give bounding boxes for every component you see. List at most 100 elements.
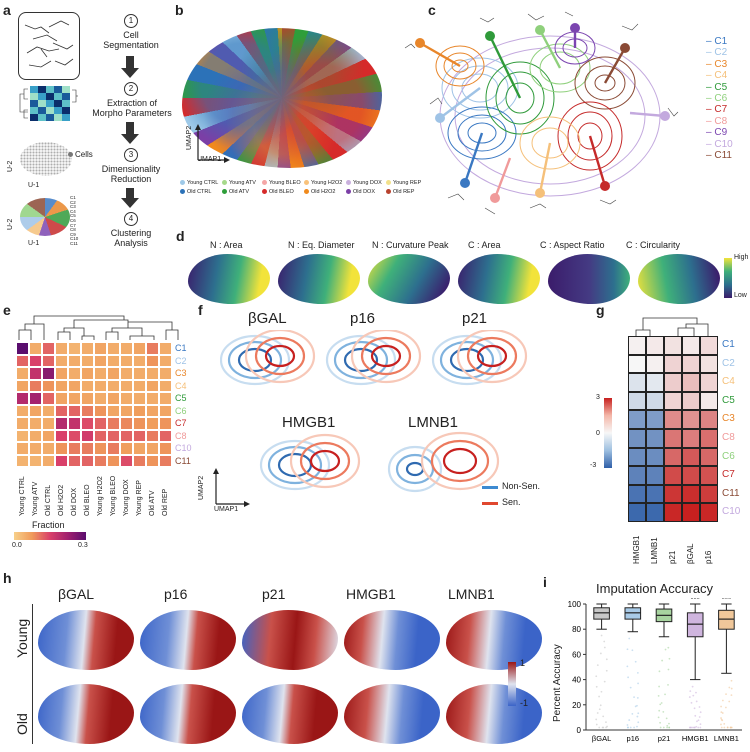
feature-umap-n-area xyxy=(188,254,270,304)
i-outlier-point xyxy=(637,712,640,715)
heatmap-e-cell xyxy=(94,404,107,417)
heatmap-e-cell xyxy=(42,442,55,455)
fraction-min-label: 0.0 xyxy=(12,542,22,549)
i-outlier-point xyxy=(598,708,601,711)
i-outlier-point xyxy=(720,718,723,721)
feature-label-n-eq-diameter: N : Eq. Diameter xyxy=(288,240,355,250)
heatmap-g-cell xyxy=(664,354,682,374)
heatmap-g-cell xyxy=(664,373,682,392)
i-outlier-point xyxy=(720,723,722,726)
g-row-c5: C5 xyxy=(722,394,735,406)
feature-label-c-area: C : Area xyxy=(468,240,501,250)
i-outlier-point xyxy=(596,712,599,714)
cells-label: Cells xyxy=(75,150,93,159)
g-row-c3: C3 xyxy=(722,413,735,425)
h-young-hmgb1 xyxy=(344,610,440,670)
legend-old-atv: Old ATV xyxy=(229,189,250,195)
legend-young-rep: Young REP xyxy=(393,180,422,186)
heatmap-e-cell xyxy=(94,454,107,467)
feature-umap-n-curvature-peak xyxy=(368,254,450,304)
heatmap-e-cell xyxy=(159,354,172,367)
heatmap-e-cell xyxy=(120,392,133,405)
heatmap-e-cell xyxy=(94,354,107,367)
e-row-c6: C6 xyxy=(175,405,187,416)
g-column-label: p16 xyxy=(704,550,713,564)
heatmap-e-cell xyxy=(133,367,146,380)
i-outlier-point xyxy=(631,649,634,652)
panel-i-boxplot: 0 20 40 60 80 100 βGAL p16 p21 HMGB1 *** LMNB1 *** xyxy=(568,598,742,743)
i-outlier-point xyxy=(730,694,733,697)
heatmap-g-cell xyxy=(664,447,682,467)
heatmap-e-cell xyxy=(68,429,81,442)
heatmap-g-cell xyxy=(682,484,700,504)
panel-label-c: c xyxy=(428,2,436,18)
heatmap-e-cell xyxy=(55,454,68,467)
i-ytick-label: 20 xyxy=(572,701,581,710)
h-young-p16 xyxy=(140,610,236,670)
heatmap-e-cell xyxy=(42,342,55,355)
heatmap-e-cell xyxy=(159,342,172,355)
i-outlier-point xyxy=(698,706,701,708)
g-row-c7: C7 xyxy=(722,469,735,481)
panel-e-dendrogram xyxy=(18,315,179,340)
heatmap-e-cell xyxy=(55,379,68,392)
legend-old-ctrl: Old CTRL xyxy=(187,189,212,195)
feature-umap-c-aspect-ratio xyxy=(548,254,630,304)
heatmap-g-cell xyxy=(682,354,700,374)
step-1-label: Cell Segmentation xyxy=(103,30,159,50)
h-row-separator xyxy=(32,604,33,744)
e-row-c11: C11 xyxy=(175,455,191,466)
heatmap-e-cell xyxy=(120,354,133,367)
heatmap-g-cell xyxy=(628,410,646,429)
panel-label-f: f xyxy=(198,302,203,318)
step-4-circle: 4 xyxy=(124,212,138,226)
heatmap-e-cell xyxy=(133,392,146,405)
legend-dot-icon xyxy=(180,180,185,186)
e-column-label: Young REP xyxy=(135,480,143,516)
i-outlier-point xyxy=(605,669,608,672)
heatmap-e-cell xyxy=(107,442,120,455)
heatmap-e-cell xyxy=(81,392,94,405)
h-old-lmnb1 xyxy=(446,684,542,744)
i-outlier-point xyxy=(697,726,700,729)
cluster-legend-c9: C9 xyxy=(714,127,728,139)
heatmap-e-cell xyxy=(133,342,146,355)
colorbar-low-label: Low xyxy=(734,292,747,299)
heatmap-g-cell xyxy=(700,484,718,504)
heatmap-e-cell xyxy=(107,379,120,392)
arrow-3-down-icon xyxy=(121,198,139,208)
step-3-circle: 3 xyxy=(124,148,138,162)
i-outlier-point xyxy=(723,722,726,725)
h-scale-max: 1 xyxy=(520,658,526,668)
heatmap-e-cell xyxy=(107,392,120,405)
i-outlier-point xyxy=(720,705,722,708)
heatmap-g-cell xyxy=(700,447,718,467)
heatmap-e-cell xyxy=(16,417,29,430)
heatmap-e-cell xyxy=(29,367,42,380)
arrow-2-shaft xyxy=(126,122,134,136)
h-old-p21 xyxy=(242,684,338,744)
i-outlier-point xyxy=(627,676,630,679)
panel-e-heatmap xyxy=(16,342,172,467)
heatmap-e-cell xyxy=(146,417,159,430)
i-outlier-point xyxy=(598,695,601,698)
i-outlier-point xyxy=(730,687,733,690)
i-outlier-point xyxy=(697,719,700,722)
g-row-c4: C4 xyxy=(722,376,735,388)
i-outlier-point xyxy=(721,699,724,702)
g-scale-min: -3 xyxy=(590,462,597,469)
i-outlier-point xyxy=(628,637,631,640)
heatmap-e-cell xyxy=(94,392,107,405)
cluster-legend-c10: C10 xyxy=(714,138,733,150)
h-young-p21 xyxy=(242,610,338,670)
h-scale-min: -1 xyxy=(520,698,529,708)
fraction-colorbar xyxy=(14,532,86,540)
legend-old-rep: Old REP xyxy=(393,189,415,195)
i-outlier-point xyxy=(690,701,693,704)
heatmap-e-cell xyxy=(133,454,146,467)
i-outlier-point xyxy=(699,726,702,729)
i-outlier-point xyxy=(664,693,666,696)
heatmap-g-cell xyxy=(682,466,700,485)
legend-dot-icon xyxy=(262,189,267,195)
heatmap-g-cell xyxy=(682,336,700,355)
